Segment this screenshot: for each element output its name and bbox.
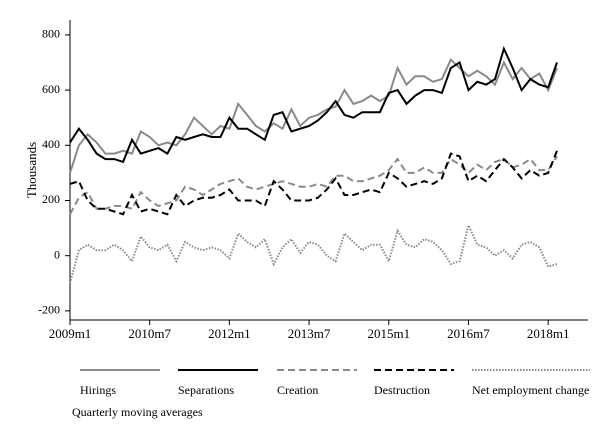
y-tick-label: 800 xyxy=(42,27,60,41)
legend-label: Hirings xyxy=(80,383,116,397)
y-tick-label: 0 xyxy=(54,247,60,261)
y-tick-label: -200 xyxy=(38,303,60,317)
y-tick-label: 600 xyxy=(42,82,60,96)
x-tick-label: 2009m1 xyxy=(49,326,92,341)
series-line xyxy=(69,150,558,216)
series-line xyxy=(69,222,558,284)
x-tick-label: 2010m7 xyxy=(128,326,171,341)
legend-label: Destruction xyxy=(374,383,430,397)
y-axis-label: Thousands xyxy=(24,142,39,198)
series-line xyxy=(69,45,558,164)
x-tick-label: 2015m1 xyxy=(367,326,410,341)
legend-label: Net employment change xyxy=(472,383,589,397)
series-line xyxy=(69,155,558,215)
y-tick-label: 400 xyxy=(42,137,60,151)
caption: Quarterly moving averages xyxy=(72,405,203,419)
x-tick-label: 2016m7 xyxy=(447,326,490,341)
x-tick-label: 2018m1 xyxy=(527,326,570,341)
y-tick-label: 200 xyxy=(42,192,60,206)
legend-label: Separations xyxy=(178,383,234,397)
series-line xyxy=(69,58,558,174)
legend-label: Creation xyxy=(277,383,318,397)
x-tick-label: 2013m7 xyxy=(288,326,331,341)
x-tick-label: 2012m1 xyxy=(208,326,251,341)
